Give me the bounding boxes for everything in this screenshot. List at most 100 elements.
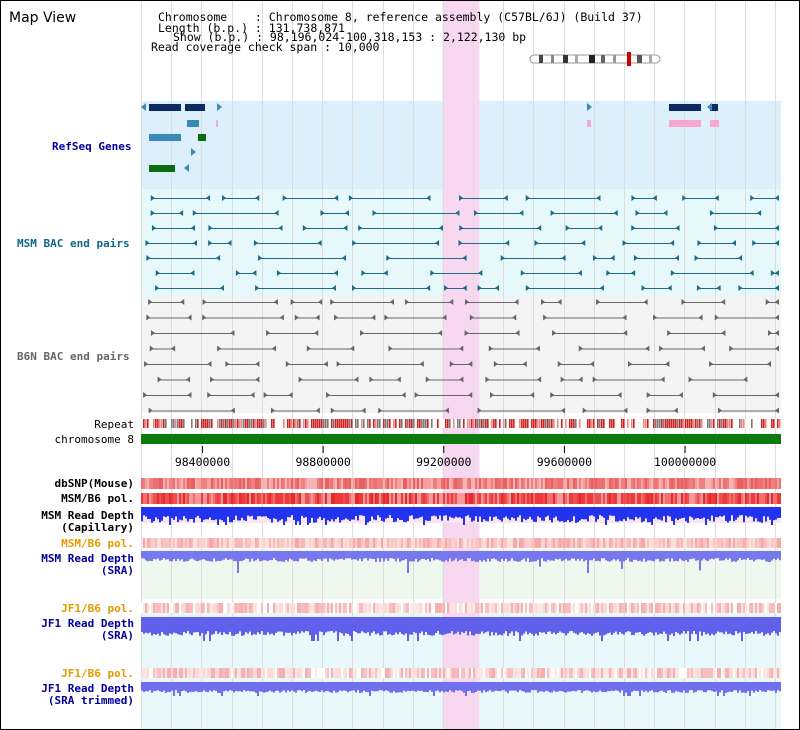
msm-bac-pair-end[interactable] [386, 255, 391, 261]
b6n-bac-pair-end[interactable] [271, 345, 276, 352]
msm-bac-pair-end[interactable] [435, 240, 440, 246]
msm-bac-pair-end[interactable] [282, 195, 287, 201]
msm-bac-pair-end[interactable] [565, 225, 570, 231]
msm-bac-pair-end[interactable] [622, 240, 627, 246]
msm-bac-pair-end[interactable] [663, 210, 668, 216]
b6n-bac-pair-end[interactable] [767, 361, 772, 367]
b6n-bac-pair-end[interactable] [469, 314, 474, 321]
b6n-bac-pair-end[interactable] [323, 361, 328, 367]
msm-bac-pair-end[interactable] [252, 270, 257, 276]
msm-bac-pair-end[interactable] [150, 195, 155, 201]
chromosome-ideogram[interactable] [529, 51, 661, 67]
gene-strand-arrow[interactable] [587, 103, 592, 111]
refseq-gene[interactable] [710, 120, 719, 127]
b6n-bac-pair-end[interactable] [775, 299, 779, 305]
b6n-bac-pair-end[interactable] [210, 376, 215, 383]
msm-bac-pair-end[interactable] [775, 225, 779, 231]
b6n-bac-pair-end[interactable] [414, 392, 419, 398]
msm-bac-pair-end[interactable] [477, 285, 482, 291]
b6n-bac-pair-end[interactable] [617, 392, 622, 398]
b6n-bac-pair-end[interactable] [285, 361, 290, 367]
b6n-bac-pair-end[interactable] [225, 361, 230, 367]
msm-bac-pair-end[interactable] [151, 225, 156, 231]
msm-bac-pair-end[interactable] [525, 195, 530, 201]
b6n-bac-pair-end[interactable] [622, 314, 627, 321]
b6n-bac-pair-end[interactable] [279, 314, 284, 321]
msm-bac-pair-end[interactable] [459, 195, 464, 201]
b6n-bac-pair-end[interactable] [273, 299, 278, 305]
msm-bac-pair-end[interactable] [317, 240, 322, 246]
b6n-bac-pair-end[interactable] [369, 376, 374, 383]
msm-bac-pair-end[interactable] [641, 285, 646, 291]
gene-strand-arrow[interactable] [217, 103, 222, 111]
b6n-bac-pair-end[interactable] [350, 345, 355, 352]
b6n-bac-pair-end[interactable] [646, 392, 651, 398]
msm-bac-pair-end[interactable] [757, 210, 762, 216]
msm-bac-pair-end[interactable] [495, 285, 500, 291]
refseq-gene[interactable] [669, 120, 701, 127]
b6n-bac-pair-end[interactable] [449, 361, 454, 367]
b6n-bac-pair-end[interactable] [530, 392, 535, 398]
msm-bac-pair-end[interactable] [738, 285, 743, 291]
b6n-bac-pair-end[interactable] [263, 392, 268, 398]
b6n-bac-pair-end[interactable] [255, 376, 260, 383]
msm-bac-pair-end[interactable] [219, 285, 224, 291]
b6n-bac-pair-end[interactable] [336, 361, 341, 367]
msm-bac-pair-end[interactable] [352, 240, 357, 246]
refseq-gene[interactable] [669, 104, 701, 111]
msm-bac-pair-end[interactable] [635, 210, 640, 216]
b6n-bac-pair-end[interactable] [743, 376, 748, 383]
msm-bac-pair-end[interactable] [749, 270, 754, 276]
b6n-bac-pair-end[interactable] [590, 361, 595, 367]
msm-bac-pair-end[interactable] [610, 255, 615, 261]
b6n-bac-pair-end[interactable] [360, 330, 365, 336]
msm-bac-pair-end[interactable] [581, 240, 586, 246]
msm-bac-pair-end[interactable] [206, 195, 211, 201]
b6n-bac-pair-end[interactable] [488, 345, 493, 352]
b6n-bac-pair-end[interactable] [659, 345, 664, 352]
chromosome-bar[interactable] [141, 434, 781, 444]
b6n-bac-pair-end[interactable] [371, 314, 376, 321]
b6n-bac-pair-end[interactable] [148, 299, 153, 305]
b6n-bac-pair-end[interactable] [775, 392, 779, 398]
b6n-bac-pair-end[interactable] [438, 330, 443, 336]
b6n-bac-pair-end[interactable] [623, 407, 628, 414]
msm-bac-pair-end[interactable] [361, 270, 366, 276]
b6n-bac-pair-end[interactable] [485, 376, 490, 383]
msm-bac-pair-end[interactable] [752, 240, 757, 246]
msm-bac-pair-end[interactable] [775, 270, 779, 276]
msm-bac-pair-end[interactable] [505, 240, 510, 246]
msm-bac-pair-end[interactable] [426, 285, 431, 291]
msm-bac-pair-end[interactable] [462, 285, 467, 291]
b6n-bac-pair-end[interactable] [419, 361, 424, 367]
b6n-bac-pair-end[interactable] [775, 330, 779, 336]
b6n-bac-pair-end[interactable] [678, 392, 683, 398]
b6n-bac-pair-end[interactable] [681, 299, 686, 305]
b6n-bac-pair-end[interactable] [217, 345, 222, 352]
b6n-bac-pair-end[interactable] [623, 330, 628, 336]
msm-bac-pair-end[interactable] [333, 270, 338, 276]
msm-bac-pair-end[interactable] [775, 240, 779, 246]
b6n-bac-pair-end[interactable] [361, 407, 366, 414]
b6n-bac-pair-end[interactable] [557, 361, 562, 367]
msm-bac-pair-end[interactable] [577, 270, 582, 276]
msm-bac-pair-end[interactable] [674, 255, 679, 261]
msm-bac-pair-end[interactable] [455, 210, 460, 216]
b6n-bac-pair-end[interactable] [290, 299, 295, 305]
b6n-bac-pair-end[interactable] [401, 392, 406, 398]
msm-bac-pair-end[interactable] [561, 255, 566, 261]
msm-bac-pair-end[interactable] [179, 210, 184, 216]
b6n-bac-pair-end[interactable] [514, 299, 519, 305]
b6n-bac-pair-end[interactable] [729, 345, 734, 352]
msm-bac-pair-end[interactable] [462, 255, 467, 261]
msm-bac-pair-end[interactable] [534, 240, 539, 246]
b6n-bac-pair-end[interactable] [404, 299, 409, 305]
msm-bac-pair-end[interactable] [190, 270, 195, 276]
b6n-bac-pair-end[interactable] [148, 407, 153, 414]
msm-bac-pair-end[interactable] [474, 210, 479, 216]
msm-bac-pair-end[interactable] [519, 210, 524, 216]
b6n-bac-pair-end[interactable] [550, 392, 555, 398]
msm-bac-pair-end[interactable] [193, 240, 198, 246]
b6n-bac-pair-end[interactable] [468, 361, 473, 367]
b6n-bac-pair-end[interactable] [537, 376, 542, 383]
